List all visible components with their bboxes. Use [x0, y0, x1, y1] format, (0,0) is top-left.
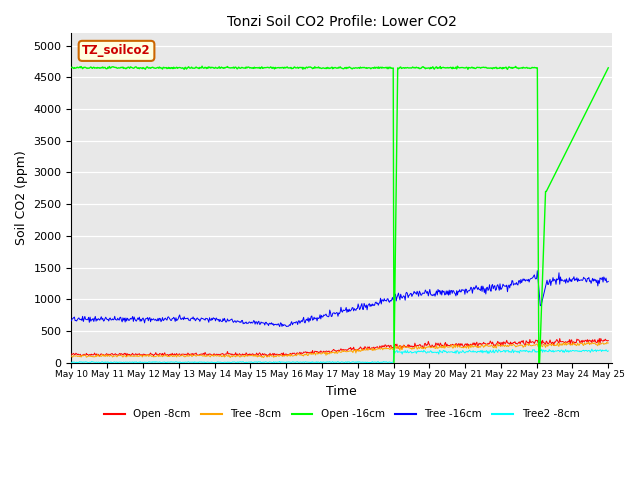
Legend: Open -8cm, Tree -8cm, Open -16cm, Tree -16cm, Tree2 -8cm: Open -8cm, Tree -8cm, Open -16cm, Tree -… — [100, 405, 584, 423]
Text: TZ_soilco2: TZ_soilco2 — [82, 44, 151, 58]
X-axis label: Time: Time — [326, 385, 357, 398]
Y-axis label: Soil CO2 (ppm): Soil CO2 (ppm) — [15, 150, 28, 245]
Title: Tonzi Soil CO2 Profile: Lower CO2: Tonzi Soil CO2 Profile: Lower CO2 — [227, 15, 456, 29]
